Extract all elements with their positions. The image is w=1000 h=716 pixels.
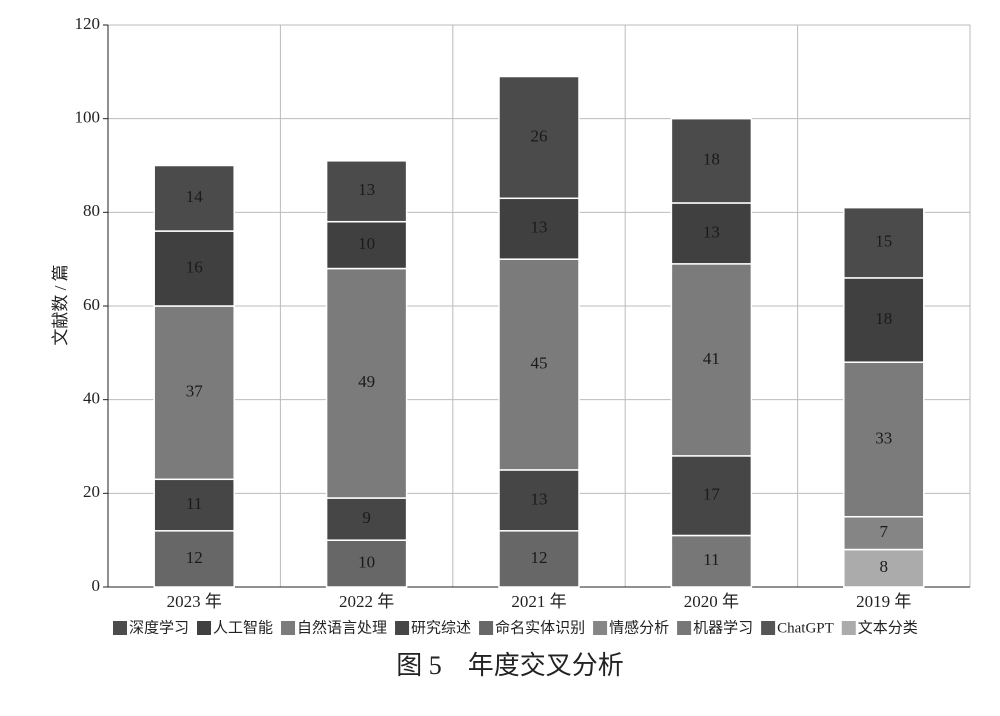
data-label: 17: [703, 485, 721, 504]
legend-label: 人工智能: [213, 618, 273, 636]
data-label: 41: [703, 349, 720, 368]
legend-label: 自然语言处理: [297, 619, 387, 636]
bar-segment: [843, 361, 925, 518]
chart-title: 图 5 年度交叉分析: [396, 651, 624, 680]
bar-segment: [153, 478, 235, 532]
legend-swatch: [841, 621, 856, 635]
data-label: 33: [875, 428, 892, 447]
x-tick-label: 2022 年: [339, 592, 394, 611]
data-label: 15: [875, 232, 892, 251]
bar-segment: [498, 530, 580, 588]
legend-label: 命名实体识别: [495, 618, 585, 636]
bar-segment: [325, 220, 408, 270]
legend-label: 情感分析: [609, 619, 669, 636]
data-label: 9: [362, 508, 371, 527]
data-label: 49: [358, 372, 375, 391]
bar-segment: [498, 258, 580, 471]
bar-segment: [670, 263, 753, 457]
data-label: 11: [186, 494, 202, 513]
x-tick-label: 2019 年: [856, 592, 911, 611]
data-label: 26: [531, 126, 548, 145]
data-label: 18: [703, 150, 720, 169]
bar-segment: [498, 197, 580, 260]
bar-segment: [670, 455, 753, 537]
data-label: 18: [875, 309, 892, 328]
bar-segment: [498, 75, 580, 200]
bar-segment: [843, 206, 925, 279]
data-label: 8: [880, 557, 889, 576]
bar-segment: [670, 117, 753, 204]
bar-segment: [325, 267, 408, 499]
data-label: 12: [186, 548, 203, 567]
bar-segment: [153, 164, 235, 232]
legend-label: 研究综述: [411, 619, 471, 636]
bar-segment: [843, 277, 925, 363]
data-label: 11: [703, 550, 719, 569]
legend-swatch: [593, 621, 608, 635]
data-label: 7: [880, 522, 889, 541]
y-tick-label: 80: [83, 201, 100, 220]
data-label: 13: [531, 218, 548, 237]
data-label: 16: [186, 257, 203, 276]
legend-label: 深度学习: [129, 619, 189, 636]
x-tick-label: 2020 年: [684, 592, 739, 611]
y-tick-label: 120: [75, 14, 101, 33]
legend-label: 文本分类: [858, 619, 918, 636]
legend-swatch: [197, 621, 212, 635]
y-tick-label: 60: [83, 295, 100, 314]
legend-label: 机器学习: [693, 619, 753, 636]
data-label: 13: [358, 180, 375, 199]
y-tick-label: 0: [92, 576, 101, 595]
x-tick-label: 2021 年: [511, 592, 566, 611]
x-tick-label: 2023 年: [167, 592, 222, 611]
data-label: 10: [358, 234, 375, 253]
legend-swatch: [113, 621, 127, 635]
data-label: 12: [531, 548, 548, 567]
legend-label: ChatGPT: [777, 620, 834, 636]
legend-swatch: [395, 621, 410, 635]
data-label: 45: [531, 353, 548, 372]
y-axis-title: 文献数 / 篇: [51, 264, 70, 345]
y-tick-label: 100: [75, 108, 101, 127]
bar-segment: [325, 160, 408, 223]
data-label: 37: [186, 382, 204, 401]
data-label: 10: [358, 552, 375, 571]
bar-segment: [843, 516, 925, 551]
bar-segment: [670, 534, 753, 588]
bar-segment: [498, 469, 580, 532]
y-tick-label: 40: [83, 389, 100, 408]
y-tick-label: 20: [83, 482, 100, 501]
legend-swatch: [281, 621, 296, 635]
bar-segment: [153, 305, 235, 481]
data-label: 13: [531, 489, 548, 508]
bar-segment: [325, 497, 408, 541]
legend-swatch: [677, 621, 692, 635]
data-label: 14: [186, 187, 204, 206]
data-label: 13: [703, 222, 720, 241]
bar-segment: [153, 530, 235, 588]
bar-segment: [153, 230, 235, 307]
legend-swatch: [479, 621, 494, 635]
legend-swatch: [761, 621, 776, 635]
